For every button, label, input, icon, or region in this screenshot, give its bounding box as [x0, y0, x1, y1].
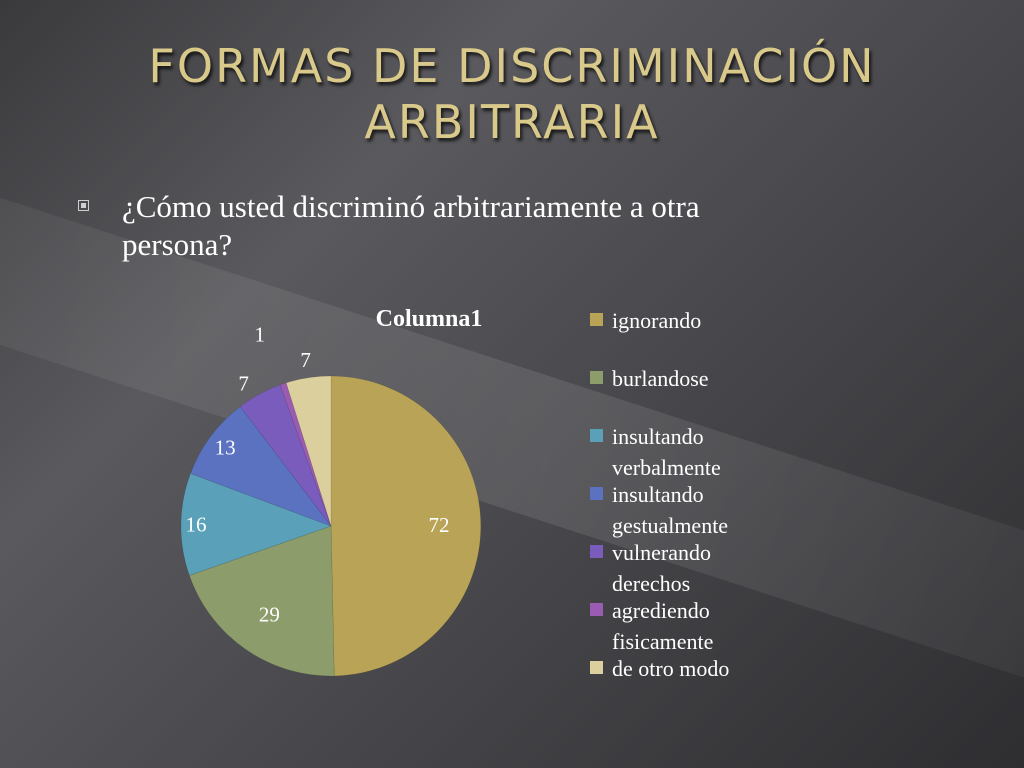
data-label-0: 72 [429, 513, 450, 537]
legend-swatch-4 [590, 545, 603, 558]
data-label-3: 13 [215, 435, 236, 459]
data-label-4: 7 [238, 372, 249, 396]
legend-label-4: vulnerando derechos [612, 540, 711, 596]
chart-legend: ignorando burlandose insultando verbalmente… [590, 308, 729, 681]
legend-item-3: insultando gestualmente [590, 482, 728, 538]
chart-title: Columna1 [376, 306, 483, 332]
pie-slice-1 [188, 525, 335, 677]
legend-item-5: agrediendo fisicamente [590, 598, 713, 654]
legend-swatch-0 [590, 313, 603, 326]
bullet-line-1: ¿Cómo usted discriminó arbitrariamente a… [122, 189, 700, 224]
bullet-text: ¿Cómo usted discriminó arbitrariamente a… [122, 188, 938, 264]
bullet-line-2: persona? [122, 227, 233, 262]
legend-label-3: insultando gestualmente [612, 482, 728, 538]
pie-slice-0 [330, 375, 482, 677]
legend-item-0: ignorando [590, 308, 701, 333]
legend-swatch-5 [590, 603, 603, 616]
title-line-2: ARBITRARIA [364, 95, 660, 149]
legend-label-0: ignorando [612, 308, 701, 333]
pie-slice-4 [239, 384, 332, 527]
legend-swatch-6 [590, 661, 603, 674]
legend-swatch-3 [590, 487, 603, 500]
legend-swatch-1 [590, 371, 603, 384]
title-line-1: FORMAS DE DISCRIMINACIÓN [148, 39, 876, 93]
data-label-2: 16 [186, 513, 207, 537]
data-label-1: 29 [259, 603, 280, 627]
legend-item-6: de otro modo [590, 656, 729, 681]
pie-slices [180, 375, 482, 677]
legend-swatch-2 [590, 429, 603, 442]
legend-label-6: de otro modo [612, 656, 729, 681]
legend-label-1: burlandose [612, 366, 709, 391]
pie-slice-6 [285, 375, 332, 527]
legend-label-2: insultando verbalmente [612, 424, 721, 480]
pie-slice-5 [279, 382, 332, 527]
legend-item-1: burlandose [590, 366, 709, 391]
legend-item-2: insultando verbalmente [590, 424, 721, 480]
bullet-item: ¿Cómo usted discriminó arbitrariamente a… [78, 188, 938, 264]
pie-data-labels: 72 29 16 13 7 1 7 [186, 322, 450, 626]
slide-title: FORMAS DE DISCRIMINACIÓN ARBITRARIA [40, 38, 984, 150]
square-bullet-icon [78, 200, 89, 211]
legend-label-5: agrediendo fisicamente [612, 598, 713, 654]
legend-item-4: vulnerando derechos [590, 540, 711, 596]
pie-slice-2 [180, 473, 332, 576]
data-label-6: 7 [300, 348, 311, 372]
data-label-5: 1 [255, 322, 266, 346]
pie-slice-3 [190, 406, 332, 527]
